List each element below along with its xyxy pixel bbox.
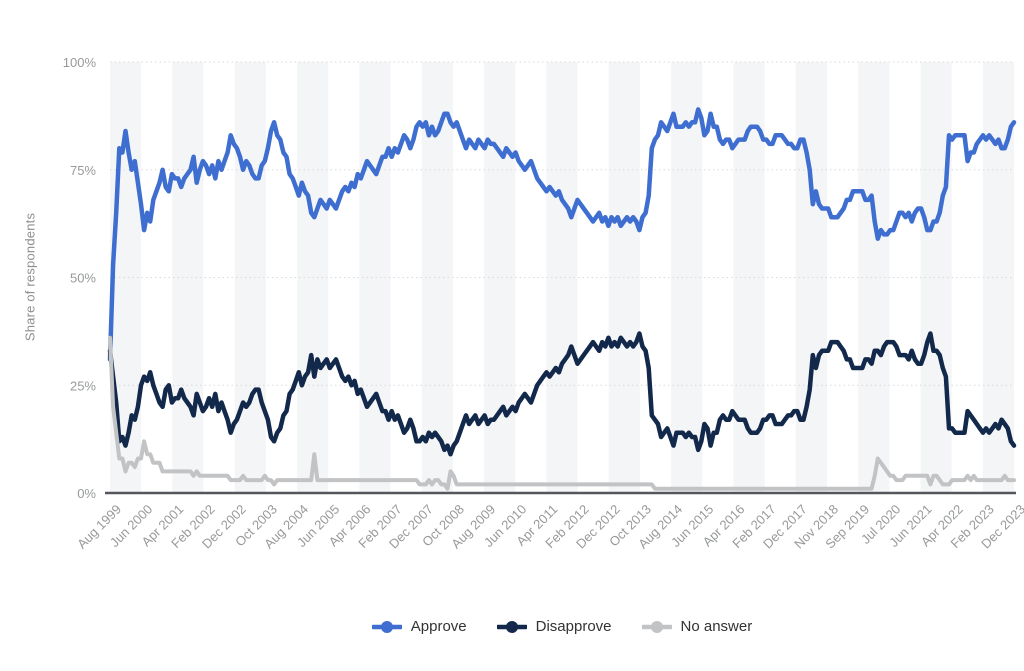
y-axis-tick-label: 100% — [63, 55, 97, 70]
approve-line[interactable] — [107, 107, 1017, 362]
no-answer-legend-marker-icon — [641, 620, 672, 633]
disapprove-line[interactable] — [107, 331, 1017, 457]
chart-legend: Approve Disapprove No answer — [110, 618, 1014, 635]
legend-item-disapprove[interactable]: Disapprove — [496, 618, 612, 635]
y-axis-tick-label: 75% — [70, 163, 96, 178]
legend-item-approve[interactable]: Approve — [371, 618, 467, 635]
legend-label: Approve — [410, 618, 467, 635]
legend-label: Disapprove — [535, 618, 612, 635]
approve-legend-marker-icon — [371, 620, 402, 633]
no-answer-line[interactable] — [108, 335, 1016, 491]
legend-item-no-answer[interactable]: No answer — [641, 618, 753, 635]
y-axis-tick-label: 0% — [77, 486, 96, 501]
y-axis-tick-label: 25% — [70, 378, 96, 393]
disapprove-legend-marker-icon — [496, 620, 527, 633]
legend-label: No answer — [680, 618, 753, 635]
y-axis-tick-label: 50% — [70, 271, 96, 286]
